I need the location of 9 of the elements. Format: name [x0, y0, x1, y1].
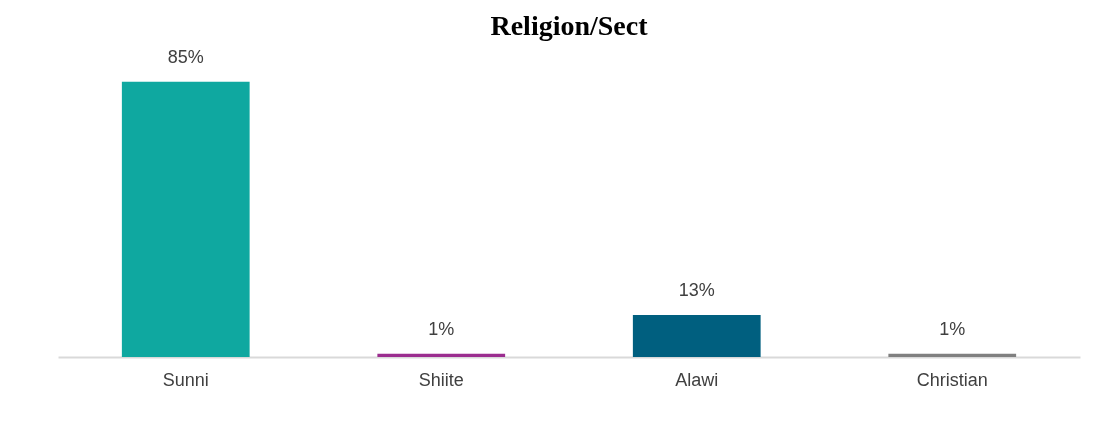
chart-title: Religion/Sect	[490, 9, 649, 41]
x-tick-label: Shiite	[418, 369, 464, 390]
data-label: 85%	[167, 46, 204, 67]
x-tick-label: Alawi	[675, 369, 719, 390]
data-label: 13%	[678, 279, 715, 300]
x-tick-label: Christian	[916, 369, 988, 390]
x-tick-label: Sunni	[162, 369, 209, 390]
data-label: 1%	[939, 318, 966, 339]
data-label: 1%	[428, 318, 455, 339]
